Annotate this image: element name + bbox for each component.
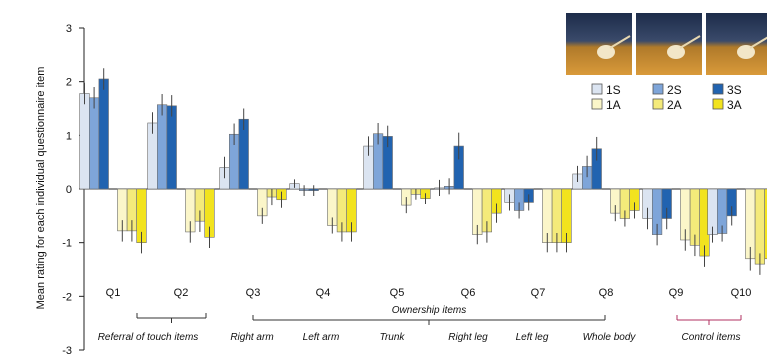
category-label: Q10	[731, 287, 752, 299]
y-tick-label: -2	[62, 291, 72, 303]
legend-item-1S: 1S	[591, 83, 621, 97]
stimulus-photo-3	[706, 13, 767, 75]
item-label: Right leg	[448, 332, 488, 343]
item-label: Left arm	[303, 332, 340, 343]
bar-2S-Q2	[157, 104, 168, 190]
category-label: Q3	[246, 287, 261, 299]
item-label: Right arm	[230, 332, 273, 343]
bracket-ownership	[252, 315, 606, 325]
category-label: Q5	[390, 287, 405, 299]
item-label: Control items	[682, 332, 741, 343]
stimulus-photo-2	[636, 13, 702, 75]
legend-label: 2S	[667, 83, 682, 97]
category-label: Q4	[316, 287, 331, 299]
legend-item-2S: 2S	[652, 83, 682, 97]
item-label: Referral of touch items	[98, 332, 199, 343]
bar-3S-Q1	[98, 78, 109, 190]
stimulus-photos	[566, 13, 767, 75]
question-labels: Q1 Q2 Q3 Q4 Q5 Q6 Q7 Q8 Q9 Q10	[106, 287, 752, 299]
y-axis-label: Mean rating for each individual question…	[35, 67, 47, 310]
y-tick-label: 1	[66, 130, 72, 142]
category-label: Q7	[531, 287, 546, 299]
legend-label: 1S	[606, 83, 621, 97]
bar-3S-Q2	[166, 105, 177, 190]
category-label: Q6	[461, 287, 476, 299]
item-label: Left leg	[516, 332, 549, 343]
legend-label: 3A	[727, 98, 742, 112]
bracket-referral	[136, 313, 207, 323]
legend-item-2A: 2A	[652, 98, 682, 112]
category-label: Q1	[106, 287, 121, 299]
y-tick-label: -3	[62, 345, 72, 356]
category-label: Q9	[669, 287, 684, 299]
legend-item-3S: 3S	[712, 83, 742, 97]
bar-2S-Q1	[89, 97, 100, 190]
bar-1S-Q1	[79, 93, 90, 190]
bar-2A-Q10	[754, 188, 765, 265]
bars	[79, 68, 767, 275]
stimulus-photo-1	[566, 13, 632, 75]
item-label: Trunk	[380, 332, 406, 343]
ownership-group-label: Ownership items	[392, 305, 466, 316]
legend: 1S 2S 3S 1A 2A 3A	[591, 83, 742, 112]
category-label: Q2	[174, 287, 189, 299]
legend-item-3A: 3A	[712, 98, 742, 112]
category-label: Q8	[599, 287, 614, 299]
legend-label: 2A	[667, 98, 682, 112]
legend-item-1A: 1A	[591, 98, 621, 112]
y-tick-label: 0	[66, 184, 72, 196]
y-tick-label: -1	[62, 238, 72, 250]
legend-label: 1A	[606, 98, 621, 112]
item-label: Whole body	[583, 332, 637, 343]
y-tick-label: 2	[66, 77, 72, 89]
y-tick-label: 3	[66, 23, 72, 35]
bar-3A-Q10	[764, 188, 767, 260]
group-brackets: Ownership items Referral of touch items Ri…	[98, 305, 742, 343]
bracket-control	[676, 315, 742, 325]
legend-label: 3S	[727, 83, 742, 97]
